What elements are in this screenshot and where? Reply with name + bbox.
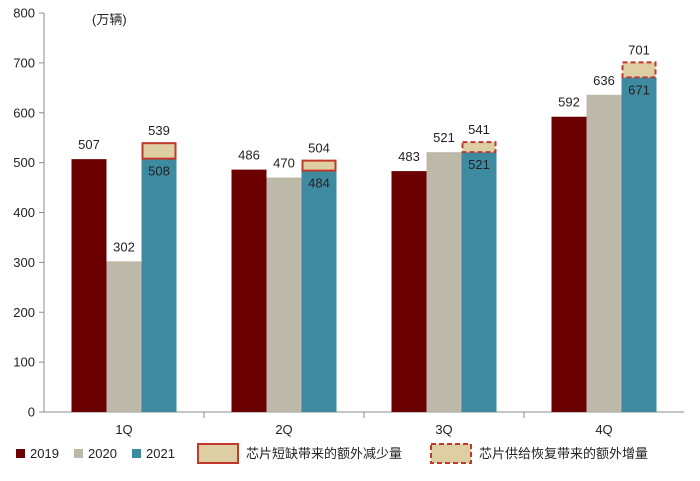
data-label-2020-3Q: 521 xyxy=(433,130,455,145)
legend-swatch-2021 xyxy=(132,449,141,458)
bar-2020-4Q xyxy=(586,94,622,413)
bar-2021-3Q xyxy=(461,152,497,412)
bar-2021-1Q xyxy=(141,158,177,412)
bars-group xyxy=(71,61,657,413)
legend-swatch-2020 xyxy=(74,449,83,458)
overlay-box-2Q xyxy=(301,159,337,172)
bar-2019-3Q xyxy=(391,171,427,412)
y-tick-label: 300 xyxy=(13,255,35,270)
x-tick-label: 4Q xyxy=(595,422,612,437)
x-tick-label: 3Q xyxy=(435,422,452,437)
legend-swatch-overlay-2 xyxy=(430,443,472,464)
y-tick-label: 100 xyxy=(13,355,35,370)
data-label-2021-3Q: 521 xyxy=(468,157,490,172)
overlay-box-1Q xyxy=(141,142,177,160)
bar-2020-2Q xyxy=(266,177,302,412)
legend-label-2021: 2021 xyxy=(146,446,175,461)
legend: 2019 2020 2021 芯片短缺带来的额外减少量 芯片供给恢复带来的额外增量 xyxy=(16,443,648,464)
bar-2020-1Q xyxy=(106,261,142,412)
data-label-2019-2Q: 486 xyxy=(238,148,260,163)
legend-label-2020: 2020 xyxy=(88,446,117,461)
y-tick-label: 600 xyxy=(13,105,35,120)
data-label-2020-2Q: 470 xyxy=(273,156,295,171)
data-label-overlay-top-4Q: 701 xyxy=(628,42,650,57)
data-labels-group: 507 302 508 539 486 470 484 504 483 521 521 541 592 6… xyxy=(78,42,650,254)
y-tick-label: 500 xyxy=(13,155,35,170)
bar-2020-3Q xyxy=(426,152,462,412)
data-label-2019-1Q: 507 xyxy=(78,137,100,152)
unit-label: (万辆) xyxy=(92,12,127,27)
data-label-2020-4Q: 636 xyxy=(593,73,615,88)
bar-2021-4Q xyxy=(621,77,657,413)
bar-2019-4Q xyxy=(551,116,587,413)
data-label-2020-1Q: 302 xyxy=(113,239,135,254)
bar-2021-2Q xyxy=(301,170,337,412)
data-label-2021-1Q: 508 xyxy=(148,164,170,179)
bar-2019-2Q xyxy=(231,169,267,412)
overlay-box-4Q xyxy=(621,61,657,79)
legend-label-overlay-1: 芯片短缺带来的额外减少量 xyxy=(246,446,402,461)
y-tick-label: 800 xyxy=(13,6,35,21)
data-label-2019-4Q: 592 xyxy=(558,95,580,110)
data-label-overlay-top-3Q: 541 xyxy=(468,122,490,137)
legend-label-overlay-2: 芯片供给恢复带来的额外增量 xyxy=(479,446,648,461)
axes-group: 0 100 200 300 400 500 600 700 800 (万辆) 1Q 2Q 3Q 4Q xyxy=(13,6,684,437)
y-tick-label: 700 xyxy=(13,55,35,70)
y-tick-label: 0 xyxy=(28,405,35,420)
overlay-box-3Q xyxy=(461,141,497,154)
x-tick-label: 2Q xyxy=(275,422,292,437)
data-label-overlay-top-2Q: 504 xyxy=(308,141,330,156)
data-label-overlay-top-1Q: 539 xyxy=(148,123,170,138)
y-tick-label: 200 xyxy=(13,305,35,320)
data-label-2021-4Q: 671 xyxy=(628,82,650,97)
bar-2019-1Q xyxy=(71,159,107,412)
legend-swatch-2019 xyxy=(16,449,25,458)
data-label-2019-3Q: 483 xyxy=(398,149,420,164)
legend-swatch-overlay-1 xyxy=(197,443,239,464)
y-tick-label: 400 xyxy=(13,205,35,220)
data-label-2021-2Q: 484 xyxy=(308,176,330,191)
legend-label-2019: 2019 xyxy=(30,446,59,461)
x-tick-label: 1Q xyxy=(115,422,132,437)
